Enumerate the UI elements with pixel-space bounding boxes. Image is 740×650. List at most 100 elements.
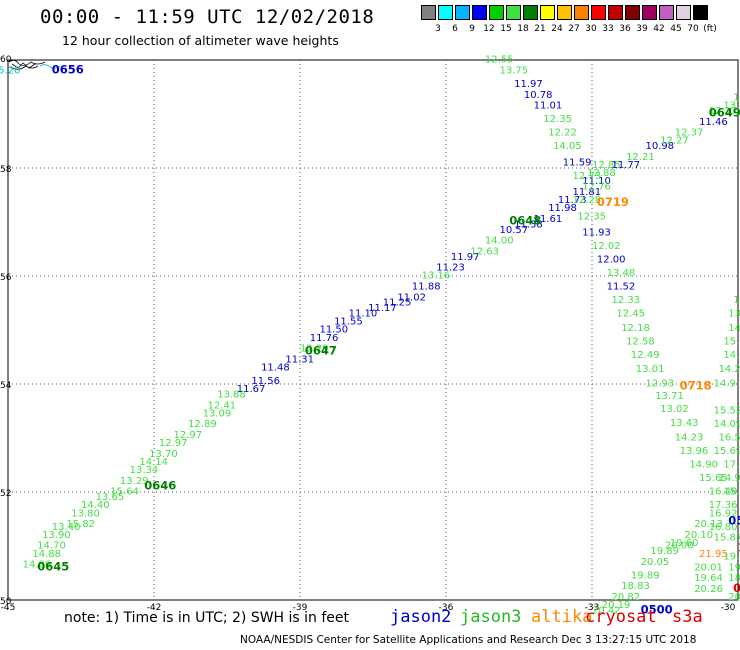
- wave-height-value: 13.02: [660, 404, 689, 415]
- wave-height-value: 11.97: [514, 79, 543, 90]
- wave-height-value: 13.90: [42, 530, 71, 541]
- wave-height-value: 11.73: [558, 195, 587, 206]
- color-scale-label: 21: [534, 24, 546, 34]
- wave-height-value: 11.59: [563, 157, 592, 168]
- wave-height-value: 20.82: [611, 592, 640, 603]
- color-scale-swatch: [659, 5, 674, 20]
- color-scale-label: 3: [435, 24, 441, 34]
- wave-height-value: 12.55: [485, 55, 514, 66]
- color-scale-swatch: [591, 5, 606, 20]
- wave-height-value: 15.1: [723, 337, 740, 348]
- y-tick-label: 60: [0, 55, 12, 65]
- wave-height-value: 12.49: [631, 350, 660, 361]
- wave-height-value: 12.85: [592, 160, 621, 171]
- wave-height-value: 5.20: [0, 66, 21, 77]
- pass-time-label: 0500: [641, 603, 673, 617]
- x-tick-label: -42: [147, 603, 162, 613]
- wave-height-value: 20.19: [602, 600, 631, 611]
- wave-height-value: 11.23: [436, 263, 465, 274]
- wave-height-value: 12.63: [470, 246, 499, 257]
- color-scale-swatch: [506, 5, 521, 20]
- wave-height-value: 12.27: [660, 136, 689, 147]
- wave-height-value: 11.98: [548, 203, 577, 214]
- color-scale-label: 33: [602, 24, 614, 34]
- wave-height-value: 12.29: [300, 344, 329, 355]
- wave-height-value: 15.87: [714, 533, 740, 544]
- wave-height-value: 20.10: [684, 530, 713, 541]
- wave-height-value: 13.48: [607, 268, 636, 279]
- cluster-marks: [39, 64, 61, 69]
- wave-height-value: 17.36: [709, 500, 738, 511]
- wave-height-value: 11.81: [573, 187, 602, 198]
- wave-height-value: 13.65: [96, 492, 125, 503]
- wave-height-value: 13.29: [120, 476, 149, 487]
- wave-height-value: 13.43: [670, 418, 699, 429]
- wave-height-value: 11.01: [534, 101, 563, 112]
- wave-height-value: 12.89: [188, 419, 217, 430]
- pass-time-label: 050: [728, 513, 740, 527]
- wave-height-value: 13.40: [52, 522, 81, 533]
- wave-height-value: 12.41: [208, 400, 237, 411]
- x-tick-label: -36: [439, 603, 454, 613]
- footnote: note: 1) Time is in UTC; 2) SWH is in fe…: [64, 610, 350, 626]
- wave-height-value: 17.15: [723, 460, 740, 471]
- x-tick-label: -30: [721, 603, 736, 613]
- x-tick-label: -39: [293, 603, 308, 613]
- wave-height-value: 12.64: [733, 93, 740, 104]
- wave-height-value: 15.82: [66, 519, 95, 530]
- wave-height-value: 12.28: [573, 195, 602, 206]
- color-scale-label: 6: [452, 24, 458, 34]
- wave-height-value: 12.35: [577, 211, 606, 222]
- wave-height-value: 14.40: [81, 500, 110, 511]
- wave-height-value: 13.71: [655, 391, 684, 402]
- wave-height-value: 12.35: [543, 114, 572, 125]
- wave-height-value: 12.73: [573, 171, 602, 182]
- wave-height-value: 18.83: [621, 581, 650, 592]
- pass-time-label: 0645: [37, 559, 69, 573]
- wave-height-value: 15.64: [110, 487, 139, 498]
- wave-height-value: 11.50: [319, 325, 348, 336]
- wave-height-value: 14.23: [675, 433, 704, 444]
- wave-height-value: 20: [728, 592, 740, 603]
- pass-time-label: 0646: [144, 478, 176, 492]
- color-scale-label: 70: [687, 24, 699, 34]
- wave-height-value: 12.45: [616, 309, 645, 320]
- pass-time-label: 0649: [709, 106, 740, 120]
- cluster-marks: [8, 60, 46, 70]
- wave-height-value: 14.2: [719, 364, 740, 375]
- legend-altika: altika: [531, 607, 593, 627]
- wave-height-value: 11.67: [237, 384, 266, 395]
- y-tick-label: 58: [0, 165, 12, 175]
- wave-height-value: 14.9: [714, 379, 736, 390]
- color-scale-swatch: [489, 5, 504, 20]
- wave-height-value: 12.88: [587, 168, 616, 179]
- color-scale-label: 36: [619, 24, 631, 34]
- x-tick-label: -45: [1, 603, 16, 613]
- wave-height-value: 12.76: [582, 182, 611, 193]
- wave-height-value: 14.86: [23, 560, 52, 571]
- wave-height-value: 11.38: [514, 219, 543, 230]
- color-scale-label: 15: [500, 24, 512, 34]
- color-scale-swatch: [540, 5, 555, 20]
- wave-height-value: 11.97: [451, 252, 480, 263]
- wave-height-value: 12.18: [621, 323, 650, 334]
- plot-frame: [7, 59, 739, 601]
- color-scale-label: 30: [585, 24, 597, 34]
- wave-height-value: 11.48: [261, 363, 290, 374]
- wave-height-value: 1: [733, 295, 739, 306]
- wave-height-value: 11.56: [251, 376, 280, 387]
- wave-height-value: 13.70: [149, 449, 178, 460]
- wave-height-value: 20.42: [592, 606, 621, 617]
- wave-height-value: 14.09: [714, 419, 740, 430]
- wave-height-value: 19.79: [723, 552, 740, 563]
- wave-height-value: 19.64: [694, 573, 723, 584]
- y-tick-label: 50: [0, 597, 12, 607]
- wave-height-value: 19.60: [670, 538, 699, 549]
- color-scale-label: 45: [670, 24, 682, 34]
- wave-height-value: 11.93: [582, 228, 611, 239]
- wave-height-value: 12.17: [709, 106, 738, 117]
- wave-height-value: 13: [728, 309, 740, 320]
- wave-height-value: 11.76: [310, 333, 339, 344]
- color-scale-swatch: [438, 5, 453, 20]
